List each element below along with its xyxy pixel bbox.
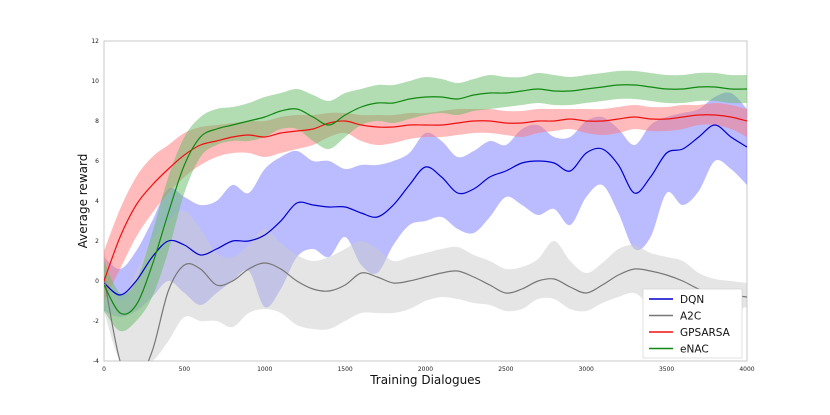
y-axis-label: Average reward xyxy=(76,154,90,249)
y-tick-label: 6 xyxy=(95,158,99,165)
line-gpsarsa xyxy=(104,114,747,282)
legend-label-gpsarsa: GPSARSA xyxy=(680,327,731,339)
y-tick-label: 12 xyxy=(91,38,99,45)
x-tick-label: 2500 xyxy=(498,366,513,373)
x-tick-label: 0 xyxy=(102,366,106,373)
y-tick-label: 8 xyxy=(95,118,99,125)
y-tick-label: 10 xyxy=(91,78,99,85)
legend-box xyxy=(642,288,743,359)
x-axis-ticks: 0 500 1000 1500 2000 2500 3000 3500 4000 xyxy=(102,366,755,373)
confidence-bands xyxy=(104,70,747,361)
band-enac xyxy=(104,70,747,332)
x-tick-label: 1000 xyxy=(257,366,272,373)
legend-label-enac: eNAC xyxy=(680,344,709,356)
x-tick-label: 2000 xyxy=(418,366,433,373)
y-tick-label: -2 xyxy=(93,318,99,325)
x-tick-label: 4000 xyxy=(739,366,754,373)
x-tick-label: 1500 xyxy=(337,366,352,373)
legend-label-dqn: DQN xyxy=(680,294,704,306)
x-tick-label: 3000 xyxy=(579,366,594,373)
x-tick-label: 3500 xyxy=(659,366,674,373)
series-lines xyxy=(104,84,747,361)
y-tick-label: -4 xyxy=(93,358,99,365)
band-gpsarsa xyxy=(104,103,747,301)
y-tick-label: 4 xyxy=(95,198,99,205)
x-tick-label: 500 xyxy=(179,366,191,373)
band-a2c xyxy=(104,210,747,361)
x-axis-label: Training Dialogues xyxy=(369,373,481,387)
line-enac xyxy=(104,84,747,315)
line-a2c xyxy=(104,262,747,361)
y-tick-label: 0 xyxy=(95,278,99,285)
y-tick-label: 2 xyxy=(95,238,99,245)
legend: DQN A2C GPSARSA eNAC xyxy=(642,288,743,359)
y-axis-ticks: -4 -2 0 2 4 6 8 10 12 xyxy=(91,38,99,365)
legend-label-a2c: A2C xyxy=(680,311,701,323)
line-dqn xyxy=(104,124,747,296)
